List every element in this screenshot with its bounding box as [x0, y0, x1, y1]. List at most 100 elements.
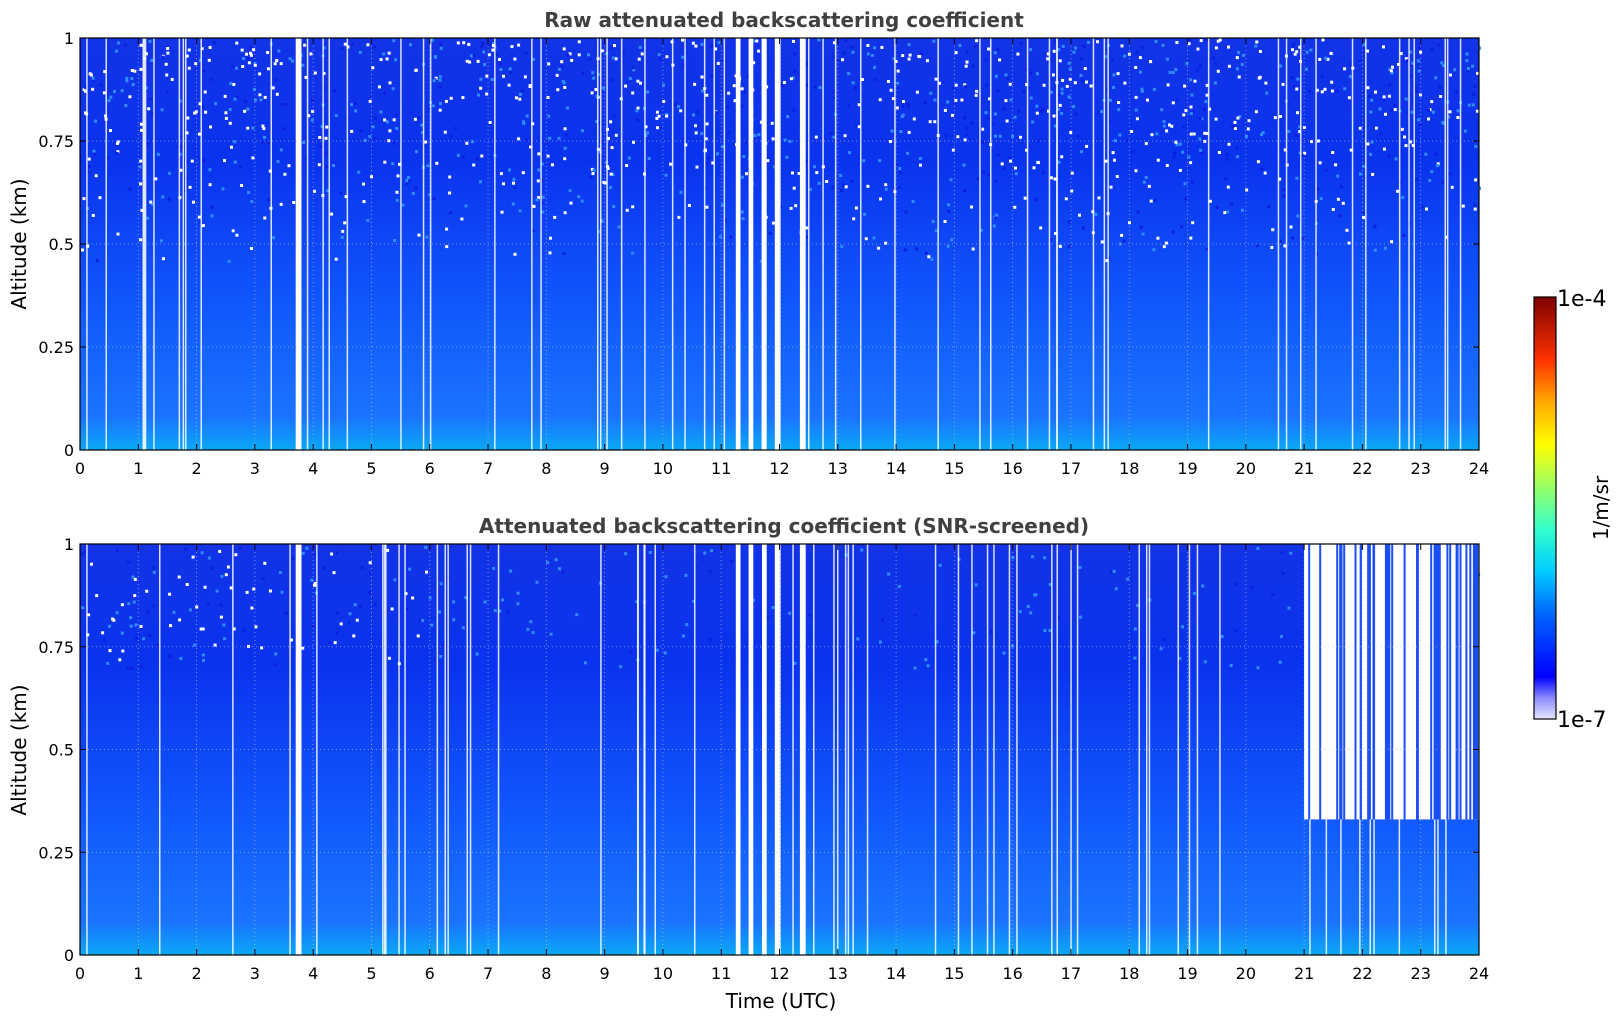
noise-speckle — [591, 172, 595, 176]
x-tick-label: 7 — [483, 964, 493, 983]
panel-raw-x-axis: 0 1 2 3 4 5 6 7 8 9 10 11 12 13 14 15 16 17 18 19 20 21 22 23 24 — [75, 38, 1489, 478]
noise-speckle — [851, 50, 855, 54]
noise-speckle — [792, 109, 796, 112]
noise-speckle — [1434, 152, 1438, 156]
noise-speckle — [1415, 89, 1419, 93]
noise-speckle — [460, 217, 464, 221]
noise-speckle — [272, 236, 276, 240]
noise-speckle — [470, 140, 474, 144]
noise-speckle — [1008, 82, 1012, 86]
noise-speckle — [520, 89, 524, 93]
noise-speckle — [535, 580, 539, 584]
noise-speckle — [1324, 56, 1328, 60]
noise-speckle — [230, 145, 233, 149]
noise-speckle — [610, 46, 614, 50]
noise-speckle — [655, 110, 659, 114]
noise-speckle — [170, 77, 174, 81]
noise-speckle — [1061, 78, 1065, 82]
noise-speckle — [498, 58, 501, 61]
noise-speckle — [540, 162, 544, 166]
noise-speckle — [201, 105, 205, 109]
noise-speckle — [496, 52, 500, 56]
noise-speckle — [513, 57, 517, 61]
noise-speckle — [655, 648, 659, 652]
x-tick-label: 4 — [308, 459, 318, 478]
noise-speckle — [964, 64, 968, 68]
noise-speckle — [1410, 110, 1414, 114]
noise-speckle — [857, 103, 861, 107]
noise-speckle — [648, 551, 652, 554]
noise-speckle — [985, 83, 989, 87]
noise-speckle — [224, 116, 228, 120]
noise-speckle — [631, 251, 635, 255]
colorbar-max-label: 1e-4 — [1557, 287, 1606, 312]
noise-speckle — [149, 97, 153, 101]
noise-speckle — [335, 611, 339, 615]
noise-speckle — [625, 208, 629, 212]
noise-speckle — [421, 619, 425, 622]
noise-speckle — [493, 609, 497, 613]
noise-speckle — [878, 98, 882, 102]
noise-speckle — [894, 162, 898, 166]
noise-speckle — [479, 45, 483, 48]
noise-speckle — [1280, 635, 1284, 639]
noise-speckle — [1404, 97, 1408, 101]
noise-speckle — [391, 87, 395, 91]
noise-speckle — [1032, 166, 1036, 170]
noise-speckle — [879, 640, 882, 644]
noise-speckle — [1387, 94, 1391, 98]
noise-speckle — [501, 598, 504, 602]
noise-speckle — [1323, 87, 1327, 91]
x-tick-label: 10 — [653, 459, 673, 478]
noise-speckle — [250, 200, 254, 203]
noise-speckle — [1428, 179, 1432, 182]
noise-speckle — [1283, 148, 1287, 152]
noise-speckle — [1183, 182, 1187, 186]
noise-speckle — [1111, 58, 1115, 62]
noise-speckle — [954, 98, 958, 102]
noise-speckle — [925, 59, 929, 63]
noise-speckle — [361, 566, 365, 570]
noise-speckle — [291, 59, 295, 63]
noise-speckle — [135, 636, 139, 640]
noise-speckle — [275, 59, 279, 63]
noise-speckle — [139, 159, 143, 163]
noise-speckle — [184, 547, 188, 551]
noise-speckle — [704, 137, 708, 141]
noise-speckle — [241, 65, 245, 68]
noise-speckle — [773, 165, 776, 169]
noise-speckle — [975, 39, 979, 43]
noise-speckle — [1331, 151, 1335, 154]
x-tick-label: 11 — [711, 964, 731, 983]
noise-speckle — [950, 113, 954, 117]
noise-speckle — [825, 180, 829, 183]
x-tick-label: 23 — [1411, 459, 1431, 478]
noise-speckle — [1301, 154, 1305, 158]
noise-speckle — [413, 117, 417, 121]
noise-speckle — [1358, 126, 1362, 130]
noise-speckle — [1263, 171, 1267, 175]
noise-speckle — [344, 195, 348, 199]
noise-speckle — [1347, 241, 1351, 245]
noise-speckle — [1292, 41, 1296, 45]
noise-speckle — [684, 573, 688, 577]
x-tick-label: 22 — [1352, 459, 1372, 478]
noise-speckle — [431, 104, 435, 108]
noise-speckle — [467, 42, 471, 46]
noise-speckle — [1064, 197, 1068, 201]
noise-speckle — [1025, 148, 1029, 152]
noise-speckle — [1126, 139, 1130, 143]
noise-speckle — [897, 584, 901, 588]
noise-speckle — [1089, 84, 1093, 88]
noise-speckle — [971, 64, 975, 68]
noise-speckle — [547, 114, 551, 118]
noise-speckle — [753, 39, 756, 43]
noise-speckle — [745, 172, 748, 176]
noise-speckle — [1192, 132, 1196, 136]
noise-speckle — [332, 164, 335, 167]
noise-speckle — [609, 120, 613, 124]
data-gap — [295, 38, 302, 450]
noise-speckle — [927, 255, 931, 259]
noise-speckle — [1078, 213, 1081, 217]
x-tick-label: 6 — [425, 964, 435, 983]
